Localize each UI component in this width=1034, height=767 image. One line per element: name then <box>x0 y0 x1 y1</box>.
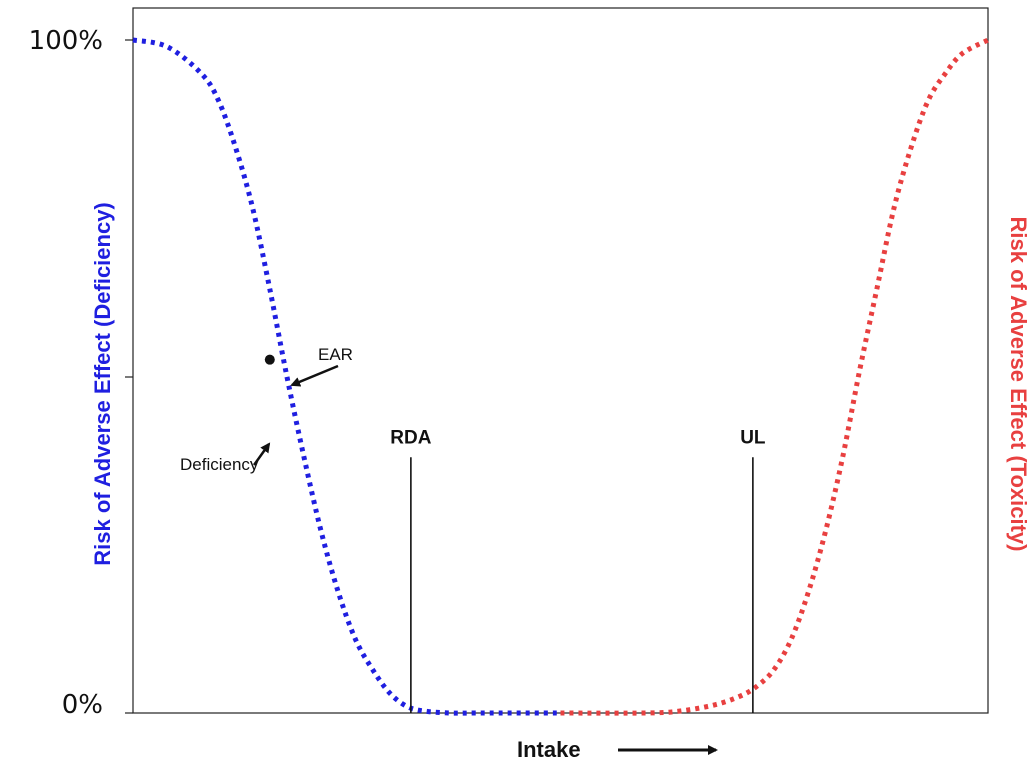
plot-frame <box>132 7 989 714</box>
deficiency-annotation-arrow <box>252 442 271 466</box>
series-line-toxicity <box>560 37 990 716</box>
marker-label-rda: RDA <box>390 427 431 448</box>
y-axis-title-right: Risk of Adverse Effect (Toxicity) <box>1006 217 1031 552</box>
y-axis-title-left: Risk of Adverse Effect (Deficiency) <box>90 202 115 566</box>
ear-annotation-label: EAR <box>318 345 353 364</box>
deficiency-annotation-label: Deficiency <box>180 455 259 474</box>
y-tick-label-0: 0% <box>62 690 103 720</box>
x-axis-title: Intake <box>517 737 581 762</box>
ear-annotation-arrow <box>290 364 339 387</box>
series-line-deficiency <box>132 37 561 716</box>
y-tick-label-100: 100% <box>29 26 103 56</box>
marker-label-ul: UL <box>740 427 766 448</box>
ear-point <box>264 354 275 365</box>
